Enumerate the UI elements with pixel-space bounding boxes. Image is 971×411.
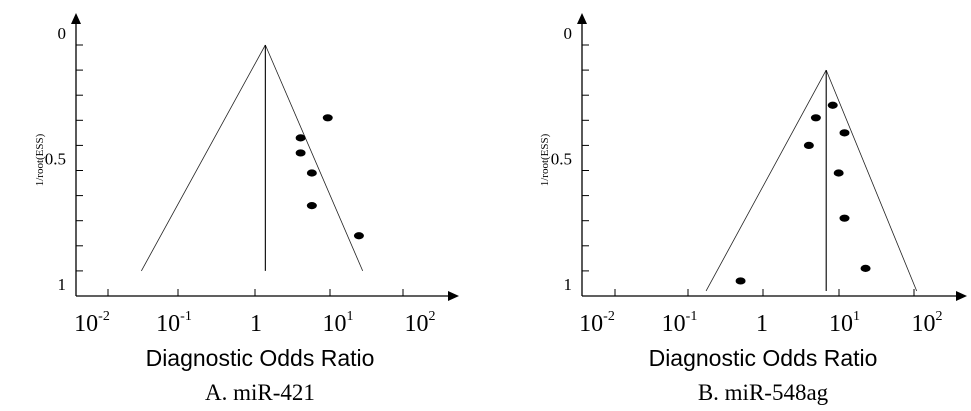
panel-b-funnel [705, 69, 918, 292]
study-point [295, 134, 306, 142]
study-point [833, 169, 844, 177]
panel-a-funnel [141, 44, 364, 272]
panel-b-caption: B. miR-548ag [698, 380, 829, 405]
panel-a-x-axis-arrow-icon [448, 291, 459, 301]
x-tick-label: 1 [250, 311, 262, 337]
funnel-left-line [705, 69, 827, 292]
x-tick-label: 1 [756, 311, 768, 337]
study-point [839, 129, 850, 137]
panel-b: 00.51 10-2 10-1 1 101 102 1/root(ESS) Diagno… [539, 13, 967, 405]
panel-a-points [295, 114, 364, 240]
study-point [803, 141, 814, 149]
study-point [306, 169, 317, 177]
study-point [810, 114, 821, 122]
panel-b-y-axis-arrow-icon [577, 13, 587, 24]
study-point [353, 232, 364, 240]
funnel-left-line [141, 44, 266, 272]
panel-a-x-axis-label: Diagnostic Odds Ratio [146, 345, 375, 371]
x-tick-label: 101 [323, 309, 354, 337]
panel-b-x-axis-arrow-icon [956, 291, 967, 301]
study-point [306, 202, 317, 210]
x-tick-label: 10-1 [156, 309, 192, 337]
x-tick-label: 102 [912, 309, 943, 337]
y-tick-label: 1 [564, 275, 573, 294]
study-point [735, 277, 746, 285]
x-tick-label: 10-2 [74, 309, 110, 337]
x-tick-label: 101 [829, 309, 860, 337]
funnel-right-line [264, 44, 364, 272]
x-tick-label: 102 [405, 309, 436, 337]
panel-b-x-ticks: 10-2 10-1 1 101 102 [579, 289, 943, 337]
study-point [322, 114, 333, 122]
panel-b-y-ticks: 00.51 [551, 24, 589, 297]
y-tick-label: 0.5 [45, 150, 66, 169]
y-tick-label: 0.5 [551, 150, 572, 169]
y-tick-label: 0 [564, 24, 573, 43]
study-point [295, 149, 306, 157]
panel-a: 00.51 10-2 10-1 1 101 102 1/root(ESS) Diagno… [34, 13, 459, 405]
panel-a-y-axis-label: 1/root(ESS) [34, 133, 46, 186]
panel-a-y-axis-arrow-icon [71, 13, 81, 24]
x-tick-label: 10-1 [662, 309, 698, 337]
study-point [860, 264, 871, 272]
panel-a-y-ticks: 00.51 [45, 24, 83, 297]
panel-b-points [735, 101, 871, 285]
panel-b-x-axis-label: Diagnostic Odds Ratio [649, 345, 878, 371]
y-tick-label: 0 [58, 24, 67, 43]
study-point [839, 214, 850, 222]
panel-a-caption: A. miR-421 [205, 380, 315, 405]
panel-b-y-axis-label: 1/root(ESS) [539, 133, 551, 186]
y-tick-label: 1 [58, 275, 67, 294]
study-point [827, 101, 838, 109]
x-tick-label: 10-2 [579, 309, 615, 337]
panel-a-x-ticks: 10-2 10-1 1 101 102 [74, 289, 436, 337]
funnel-right-line [825, 69, 918, 292]
